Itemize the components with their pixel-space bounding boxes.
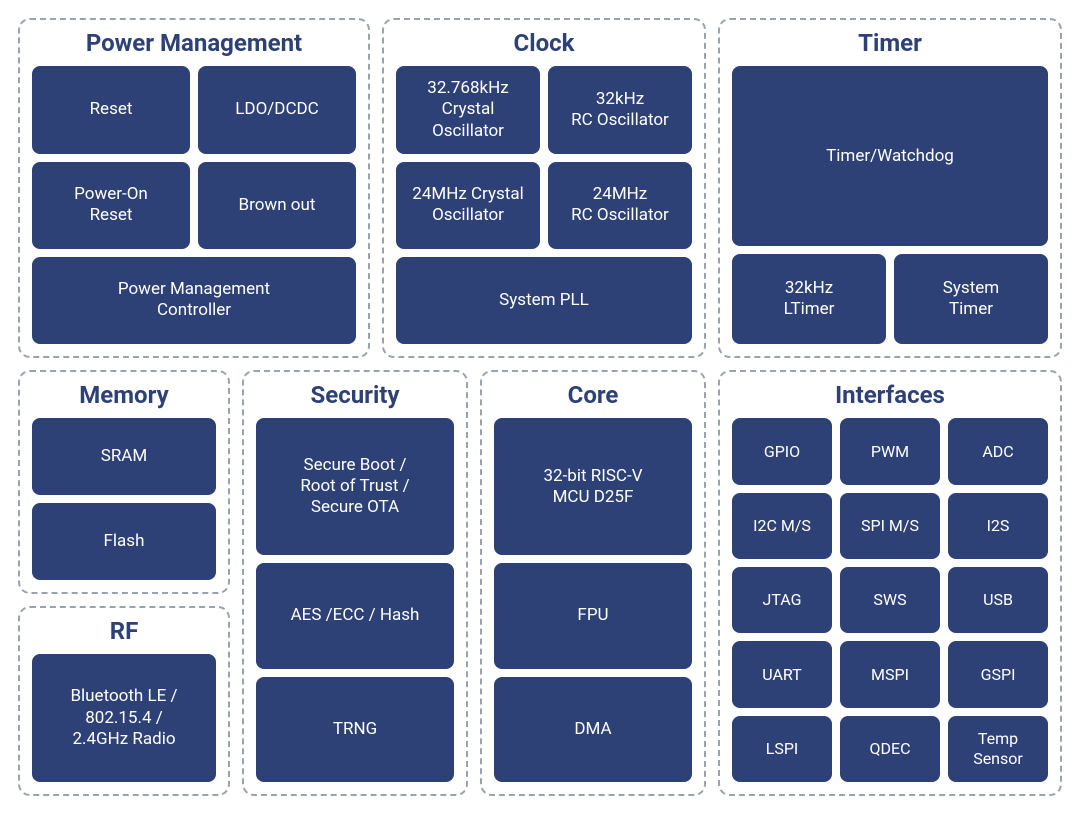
- panel-power-management: Power Management Reset LDO/DCDC Power-On…: [18, 18, 370, 358]
- panel-blocks: Timer/Watchdog 32kHzLTimer SystemTimer: [732, 66, 1048, 344]
- block-bluetooth-radio: Bluetooth LE /802.15.4 /2.4GHz Radio: [32, 654, 216, 782]
- panel-core: Core 32-bit RISC-VMCU D25F FPU DMA: [480, 370, 706, 796]
- block-24m-rc: 24MHzRC Oscillator: [548, 162, 692, 249]
- block-i2c: I2C M/S: [732, 493, 832, 559]
- block-diagram: Power Management Reset LDO/DCDC Power-On…: [18, 18, 1062, 797]
- block-32k-ltimer: 32kHzLTimer: [732, 254, 886, 344]
- block-gpio: GPIO: [732, 418, 832, 484]
- block-uart: UART: [732, 641, 832, 707]
- panel-blocks: 32-bit RISC-VMCU D25F FPU DMA: [494, 418, 692, 782]
- block-system-timer: SystemTimer: [894, 254, 1048, 344]
- block-pwm: PWM: [840, 418, 940, 484]
- panel-title: Memory: [32, 382, 216, 408]
- block-32k-crystal: 32.768kHzCrystalOscillator: [396, 66, 540, 153]
- block-sram: SRAM: [32, 418, 216, 495]
- panel-title: Power Management: [32, 30, 356, 56]
- panel-title: Interfaces: [732, 382, 1048, 408]
- block-pm-controller: Power ManagementController: [32, 257, 356, 344]
- panel-title: Clock: [396, 30, 692, 56]
- block-flash: Flash: [32, 503, 216, 580]
- panel-rf: RF Bluetooth LE /802.15.4 /2.4GHz Radio: [18, 606, 230, 796]
- panel-clock: Clock 32.768kHzCrystalOscillator 32kHzRC…: [382, 18, 706, 358]
- block-riscv-mcu: 32-bit RISC-VMCU D25F: [494, 418, 692, 555]
- block-adc: ADC: [948, 418, 1048, 484]
- block-trng: TRNG: [256, 677, 454, 782]
- block-32k-rc: 32kHzRC Oscillator: [548, 66, 692, 153]
- panel-blocks: Secure Boot /Root of Trust /Secure OTA A…: [256, 418, 454, 782]
- panel-title: RF: [32, 618, 216, 644]
- panel-blocks: 32.768kHzCrystalOscillator 32kHzRC Oscil…: [396, 66, 692, 344]
- panel-title: Core: [494, 382, 692, 408]
- panel-security: Security Secure Boot /Root of Trust /Sec…: [242, 370, 468, 796]
- block-dma: DMA: [494, 677, 692, 782]
- block-ldo-dcdc: LDO/DCDC: [198, 66, 356, 153]
- block-fpu: FPU: [494, 563, 692, 668]
- block-secure-boot: Secure Boot /Root of Trust /Secure OTA: [256, 418, 454, 555]
- panel-blocks: Bluetooth LE /802.15.4 /2.4GHz Radio: [32, 654, 216, 782]
- panel-memory: Memory SRAM Flash: [18, 370, 230, 594]
- block-jtag: JTAG: [732, 567, 832, 633]
- block-lspi: LSPI: [732, 716, 832, 782]
- block-temp-sensor: TempSensor: [948, 716, 1048, 782]
- block-aes-ecc-hash: AES /ECC / Hash: [256, 563, 454, 668]
- block-spi: SPI M/S: [840, 493, 940, 559]
- block-timer-watchdog: Timer/Watchdog: [732, 66, 1048, 246]
- panel-interfaces: Interfaces GPIO PWM ADC I2C M/S SPI M/S …: [718, 370, 1062, 796]
- block-system-pll: System PLL: [396, 257, 692, 344]
- panel-timer: Timer Timer/Watchdog 32kHzLTimer SystemT…: [718, 18, 1062, 358]
- block-mspi: MSPI: [840, 641, 940, 707]
- block-reset: Reset: [32, 66, 190, 153]
- panel-title: Timer: [732, 30, 1048, 56]
- block-power-on-reset: Power-OnReset: [32, 162, 190, 249]
- block-sws: SWS: [840, 567, 940, 633]
- panel-title: Security: [256, 382, 454, 408]
- panel-blocks: Reset LDO/DCDC Power-OnReset Brown out P…: [32, 66, 356, 344]
- panel-blocks: SRAM Flash: [32, 418, 216, 580]
- block-gspi: GSPI: [948, 641, 1048, 707]
- block-brown-out: Brown out: [198, 162, 356, 249]
- block-i2s: I2S: [948, 493, 1048, 559]
- block-usb: USB: [948, 567, 1048, 633]
- panel-blocks: GPIO PWM ADC I2C M/S SPI M/S I2S JTAG SW…: [732, 418, 1048, 782]
- block-qdec: QDEC: [840, 716, 940, 782]
- block-24m-crystal: 24MHz CrystalOscillator: [396, 162, 540, 249]
